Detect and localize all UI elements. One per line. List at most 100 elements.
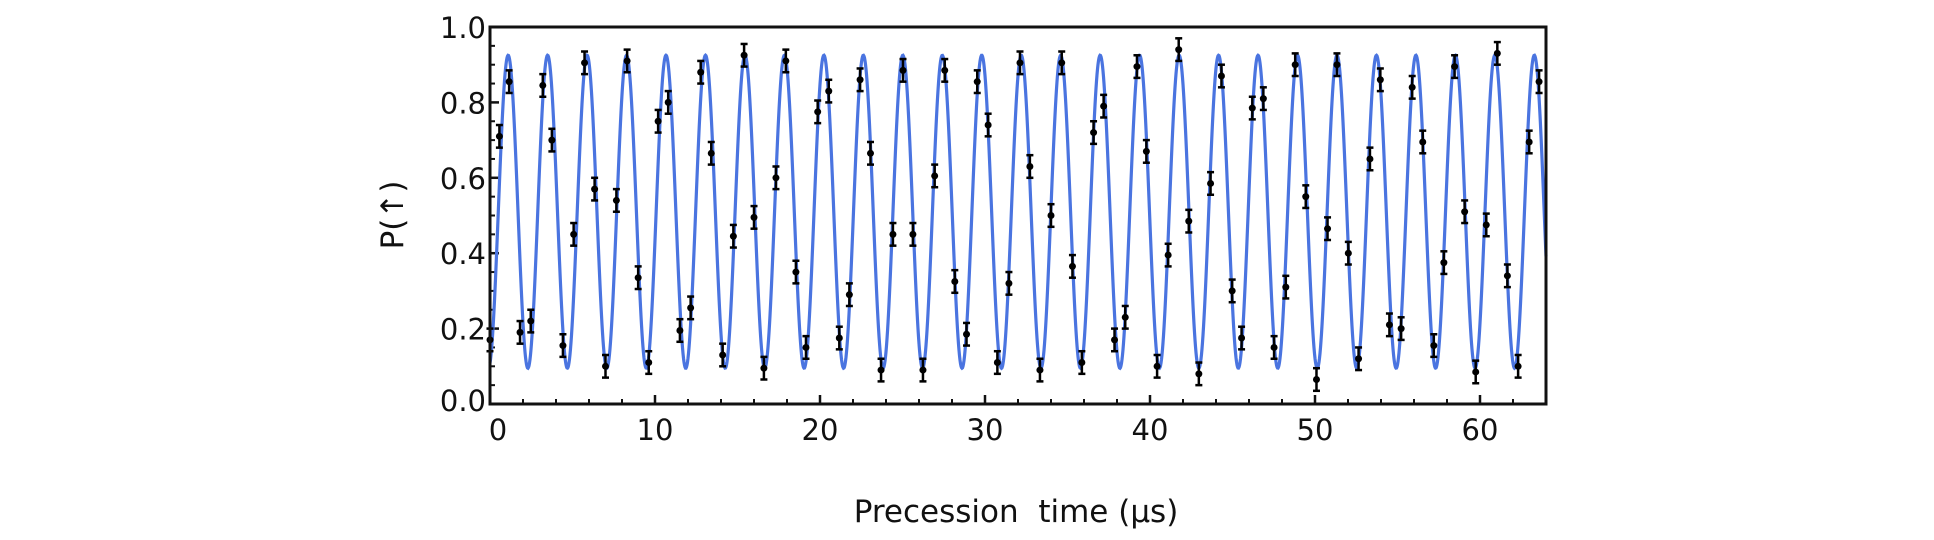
data-point (1525, 129, 1533, 155)
data-point (1259, 86, 1267, 112)
data-marker (909, 230, 917, 238)
data-point (1217, 63, 1225, 89)
data-point (729, 223, 737, 249)
data-marker (1068, 262, 1076, 270)
data-marker (719, 351, 727, 359)
data-marker (835, 334, 843, 342)
data-marker (1133, 63, 1141, 71)
data-marker (1302, 193, 1310, 201)
x-tick-label: 0 (489, 413, 507, 447)
data-point (1036, 357, 1044, 383)
data-point (1016, 50, 1024, 76)
data-marker (802, 343, 810, 351)
y-tick-label: 1.0 (440, 11, 486, 45)
data-marker (1047, 212, 1055, 219)
data-point (1333, 52, 1341, 78)
data-marker (1430, 342, 1438, 350)
data-marker (1259, 95, 1267, 103)
data-marker (1503, 272, 1511, 280)
data-point (740, 42, 748, 68)
data-marker (1408, 83, 1416, 91)
data-point (1324, 216, 1332, 242)
data-point (1493, 40, 1501, 66)
data-marker (856, 76, 864, 84)
data-point (1005, 270, 1013, 296)
data-point (845, 282, 853, 308)
data-marker (1016, 59, 1024, 67)
data-point (1451, 54, 1459, 80)
data-point (1153, 353, 1161, 379)
data-point (919, 357, 927, 383)
data-point (889, 221, 897, 247)
y-tick-labels: 0.0 0.2 0.4 0.6 0.8 1.0 (440, 11, 486, 418)
data-point (792, 259, 800, 285)
data-point (559, 333, 567, 359)
x-tick-label: 20 (802, 413, 839, 447)
data-marker (1397, 325, 1405, 333)
data-point (941, 57, 949, 83)
data-marker (1324, 225, 1332, 233)
data-marker (1376, 76, 1384, 84)
data-point (623, 48, 631, 74)
data-marker (1142, 147, 1150, 155)
data-point (1078, 349, 1086, 376)
data-marker (1238, 334, 1246, 342)
data-marker (1195, 370, 1203, 378)
data-marker (1036, 366, 1044, 374)
data-marker (1385, 321, 1393, 329)
data-point (1408, 74, 1416, 100)
data-point (984, 112, 992, 138)
data-point (1461, 199, 1469, 225)
data-point (866, 140, 874, 166)
data-point (835, 325, 843, 351)
data-marker (559, 342, 567, 350)
data-marker (581, 59, 589, 67)
data-marker (645, 359, 653, 367)
data-point (1535, 69, 1543, 95)
data-point (1111, 327, 1119, 353)
data-marker (1121, 313, 1129, 321)
fit-curve (488, 53, 1548, 371)
data-marker (1111, 336, 1119, 344)
data-marker (1185, 217, 1193, 225)
data-point (951, 268, 959, 295)
data-point (548, 127, 556, 153)
data-marker (1270, 343, 1278, 351)
data-marker (899, 66, 907, 74)
data-point (931, 163, 939, 189)
data-marker (1355, 355, 1363, 363)
x-tick-label: 50 (1297, 413, 1334, 447)
data-marker (707, 149, 715, 157)
data-marker (697, 68, 705, 76)
data-point (505, 69, 513, 95)
data-point (602, 353, 609, 379)
data-point (1058, 50, 1066, 76)
data-marker (740, 51, 748, 59)
data-marker (1451, 63, 1459, 71)
data-marker (772, 174, 780, 182)
data-marker (993, 359, 1001, 367)
data-point (1238, 325, 1246, 351)
data-marker (931, 172, 939, 180)
data-point (1175, 37, 1183, 63)
data-point (1121, 304, 1129, 330)
data-marker (1525, 138, 1533, 146)
data-point (1344, 240, 1352, 266)
data-marker (654, 117, 662, 125)
data-point (1142, 138, 1150, 164)
data-marker (919, 366, 927, 374)
data-marker (1291, 61, 1299, 69)
data-point (1047, 202, 1055, 229)
data-point (570, 221, 578, 247)
data-point (1207, 170, 1215, 197)
data-point (1090, 120, 1098, 146)
data-marker (1419, 138, 1427, 146)
data-point (591, 176, 599, 202)
data-point (1397, 316, 1405, 342)
data-marker (676, 326, 684, 334)
data-point (1164, 242, 1172, 268)
x-tick-label: 10 (637, 413, 674, 447)
data-point (1248, 95, 1256, 121)
data-point (772, 165, 780, 191)
data-point (527, 308, 535, 334)
